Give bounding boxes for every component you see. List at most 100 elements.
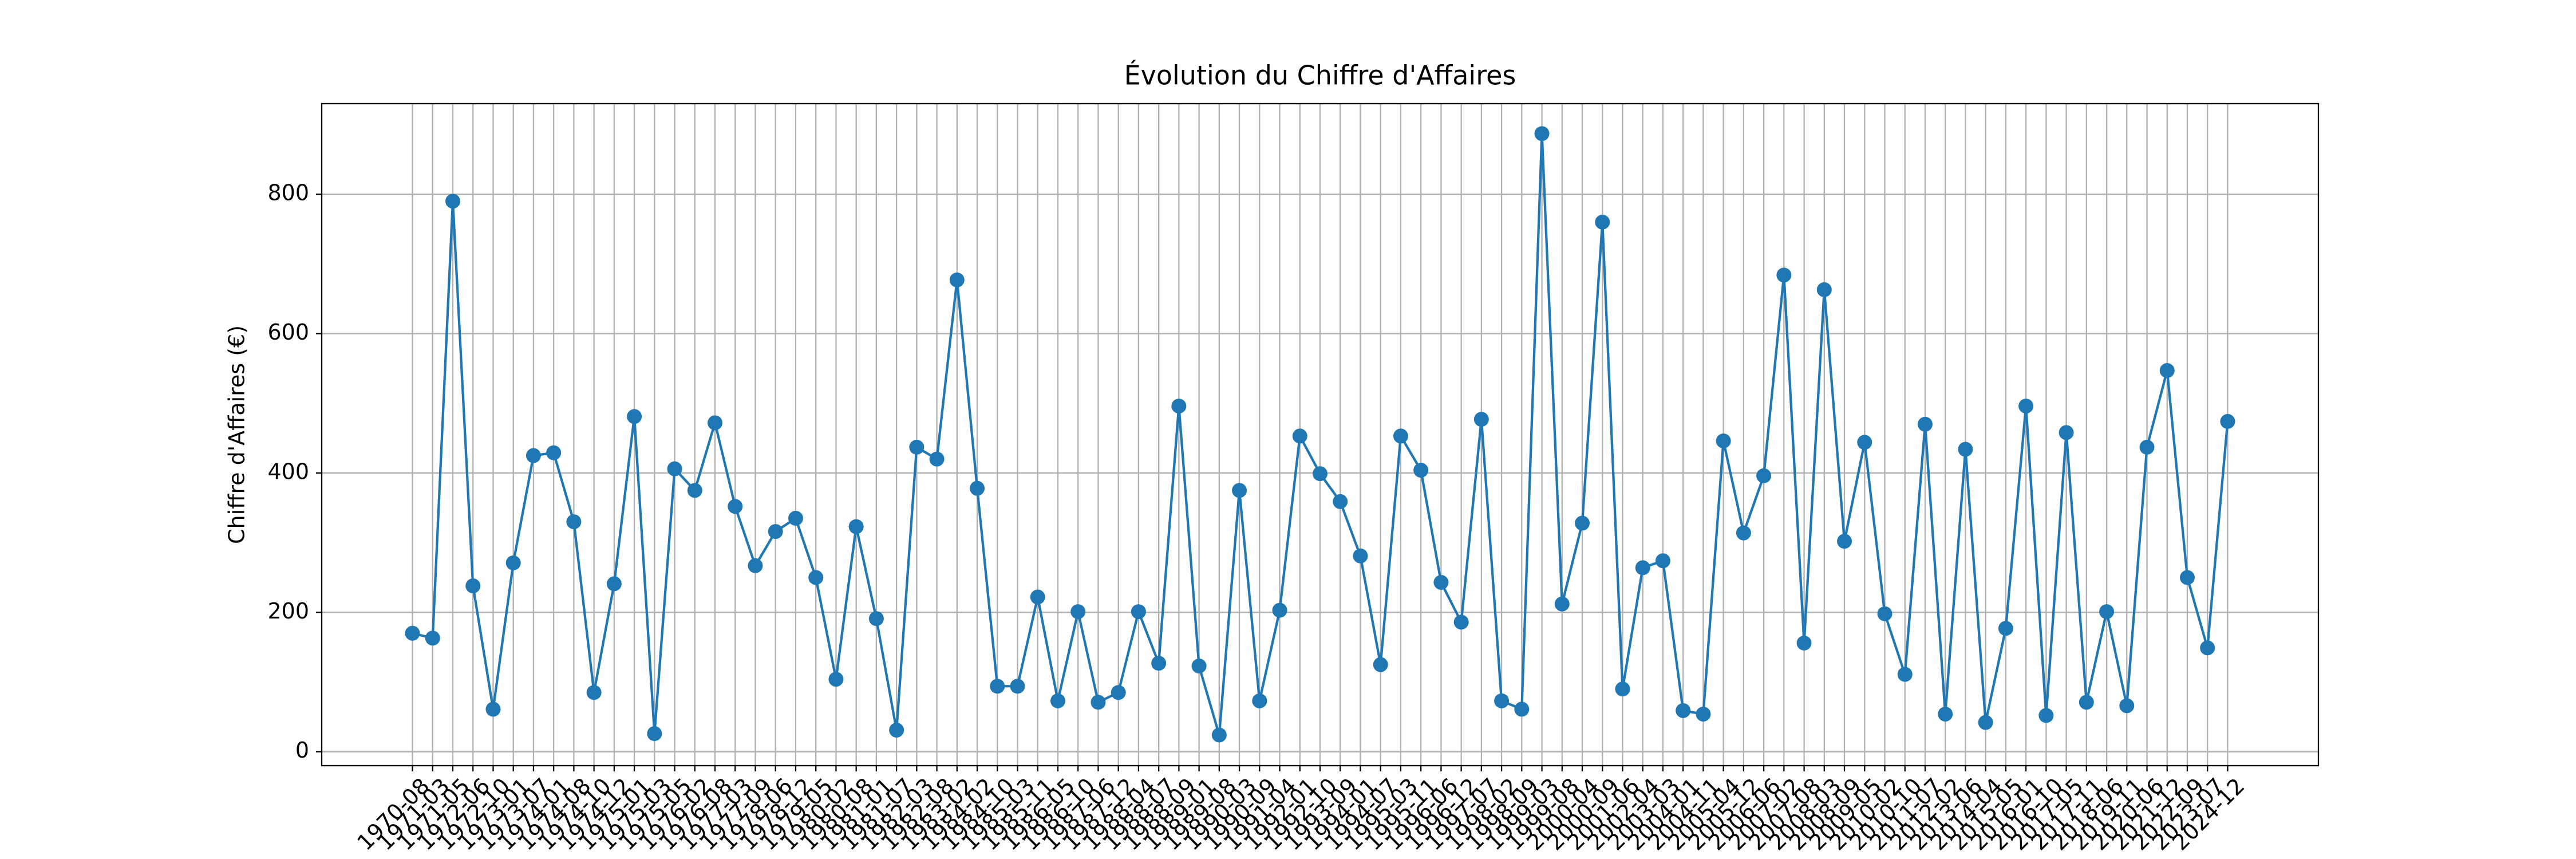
data-point [1978,715,1993,730]
data-point [1756,468,1772,483]
data-point [1413,463,1429,478]
y-tick-label: 400 [267,459,309,484]
data-point [1816,282,1832,297]
data-point [2159,363,2175,379]
data-point [1292,428,1307,444]
plot-frame [321,103,2320,767]
data-point [1232,483,1247,498]
data-point [1938,706,1953,722]
data-point [1171,399,1187,414]
data-point [485,702,501,717]
data-point [1353,548,1368,564]
data-point [1453,614,1469,630]
data-point [1473,412,1489,427]
data-point [586,685,602,700]
data-point [1554,596,1570,612]
data-point [1716,433,1731,448]
data-point [1252,693,1267,708]
data-point [1877,606,1893,621]
data-point [2139,439,2155,455]
data-point [1433,574,1449,590]
y-tick-label: 800 [267,180,309,206]
data-point [627,409,642,424]
data-point [1111,685,1126,700]
data-point [1736,525,1751,541]
data-point [1313,466,1327,482]
data-point [909,439,924,455]
data-point [889,722,904,738]
data-point [546,445,562,460]
data-point [1958,442,1973,457]
data-point [1635,560,1650,576]
data-point [1131,604,1146,620]
data-point [505,555,521,570]
data-point [1514,702,1530,717]
data-point [526,448,541,463]
data-point [1595,214,1610,230]
data-point [1191,658,1207,673]
data-point [405,625,420,641]
chart-title: Évolution du Chiffre d'Affaires [1124,60,1516,91]
data-point [1373,657,1388,672]
data-point [1676,703,1691,718]
data-point [1897,667,1913,682]
data-point [445,194,461,209]
data-point [788,511,803,526]
data-point [667,461,682,476]
data-point [687,483,702,498]
data-point [768,524,783,539]
data-point [2200,640,2215,656]
data-point [606,576,622,592]
data-point [566,514,582,530]
data-point [647,726,662,742]
data-point [2059,425,2074,440]
data-point [2220,413,2235,429]
data-point [1796,635,1812,651]
data-point [1091,695,1106,710]
data-point [708,415,723,431]
y-tick-label: 0 [295,738,309,763]
data-point [1655,553,1670,569]
data-point [1272,602,1287,618]
data-point [1393,428,1408,444]
data-point [1534,126,1550,141]
data-point [1070,604,1086,620]
data-point [970,480,985,496]
data-point [2038,708,2054,723]
y-axis-label: Chiffre d'Affaires (€) [224,325,250,544]
data-point [990,679,1005,694]
data-point [728,499,743,514]
data-point [1696,706,1711,722]
data-point [848,519,864,534]
data-point [1615,681,1630,697]
data-point [949,272,965,287]
data-point [1575,515,1590,531]
data-point [2099,604,2115,620]
data-point [1211,727,1227,743]
data-point [808,570,824,585]
data-point [929,451,945,467]
data-point [1030,589,1045,605]
data-point [2179,570,2195,585]
data-point [2119,698,2135,714]
data-point [2018,399,2034,414]
data-point [748,558,763,573]
data-point [1010,679,1025,694]
y-tick-label: 200 [267,598,309,624]
data-point [1998,621,2013,636]
data-point [425,631,440,646]
data-point [1151,656,1167,671]
y-tick-label: 600 [267,320,309,345]
data-point [1857,435,1872,450]
data-point [1837,534,1852,549]
data-point [465,578,481,594]
data-point [1333,494,1348,509]
data-point [1917,416,1933,432]
data-point [868,611,884,626]
data-point [1494,693,1510,708]
data-point [828,672,844,687]
data-point [2079,695,2094,710]
data-point [1776,267,1792,283]
